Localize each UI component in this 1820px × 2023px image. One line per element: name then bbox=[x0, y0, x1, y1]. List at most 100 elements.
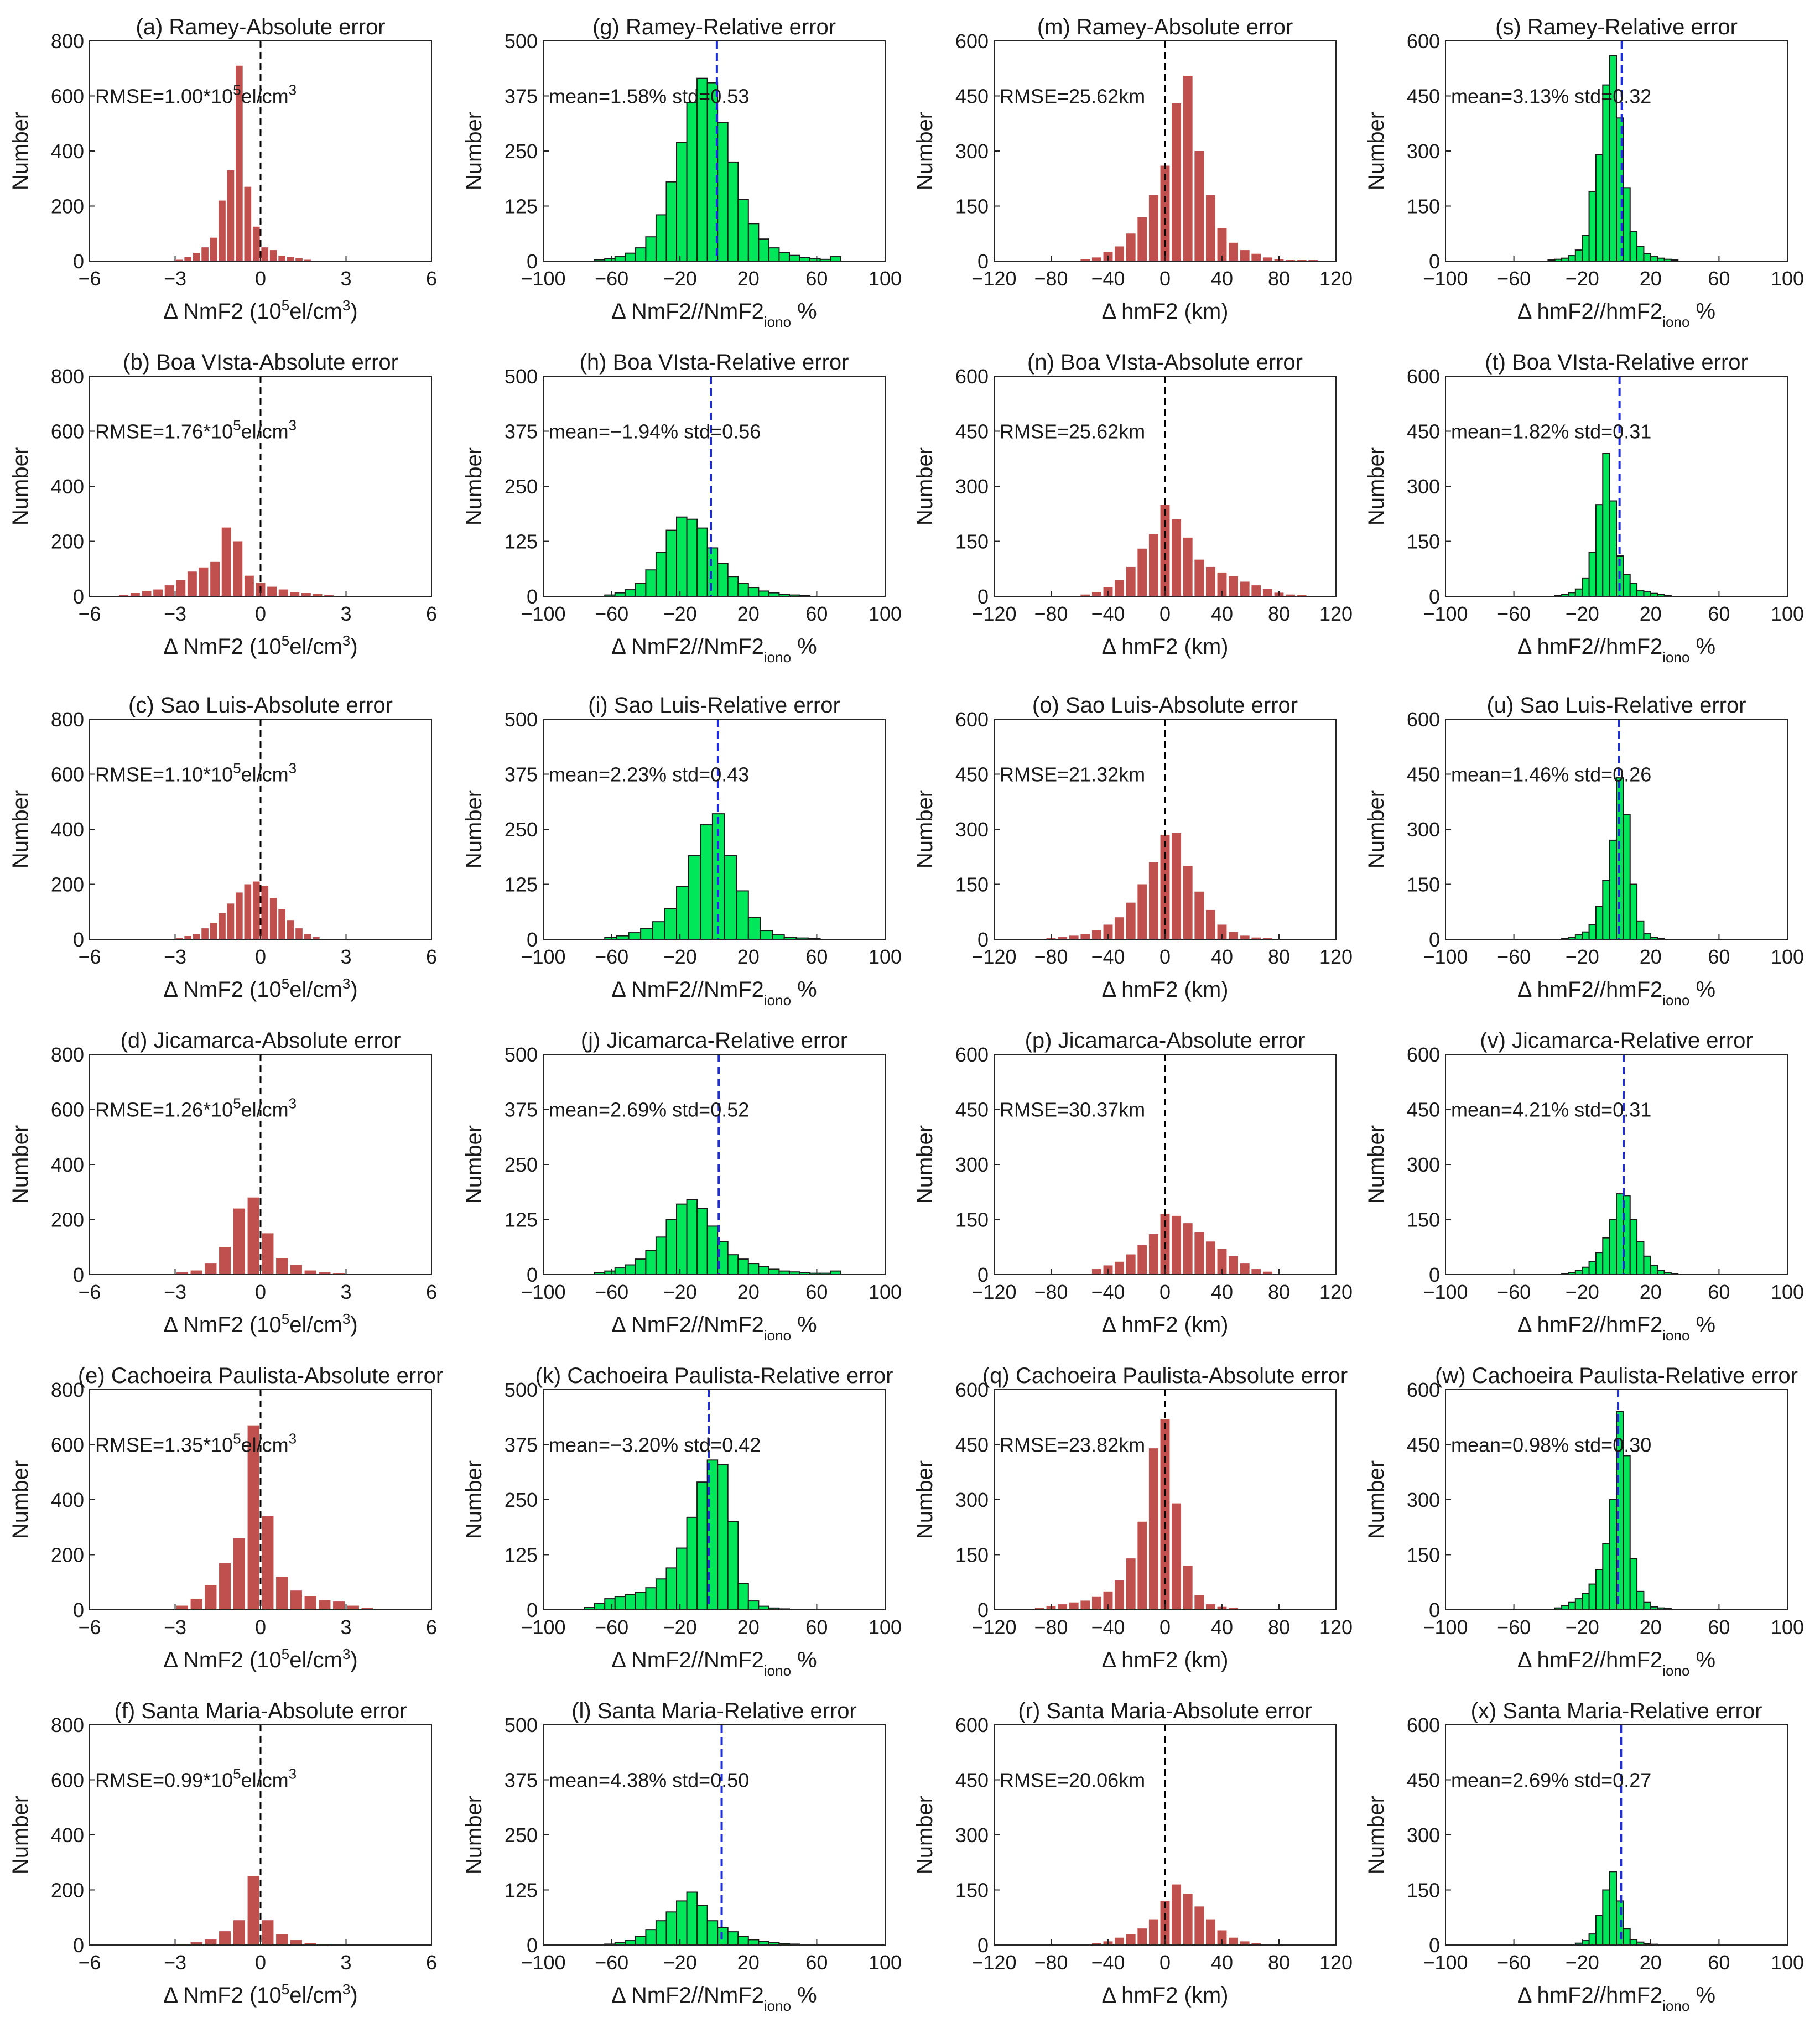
y-tick-label: 200 bbox=[51, 1544, 84, 1567]
y-tick-label: 200 bbox=[51, 531, 84, 553]
histogram-bar bbox=[1034, 1608, 1044, 1610]
histogram-bar bbox=[1623, 1928, 1631, 1946]
histogram-bar bbox=[199, 567, 209, 596]
histogram-bar bbox=[1595, 1915, 1604, 1946]
histogram-bar bbox=[1126, 902, 1136, 939]
chart-panel-r: −120 −80 −40 0 40 80 120 0 150 300 450 600 (r) Santa… bbox=[913, 1699, 1353, 2008]
histogram-bar bbox=[267, 586, 277, 596]
y-tick-label: 150 bbox=[955, 1209, 989, 1231]
chart-panel-o: −120 −80 −40 0 40 80 120 0 150 300 450 600 (o) Sao L… bbox=[913, 693, 1353, 1002]
histogram-bar bbox=[301, 593, 311, 596]
x-tick-label: −20 bbox=[663, 1281, 697, 1303]
histogram-bar bbox=[747, 917, 761, 940]
histogram-bar bbox=[1643, 591, 1651, 597]
y-tick-label: 300 bbox=[955, 140, 989, 163]
y-axis-label: Number bbox=[8, 1125, 33, 1204]
histogram-bar bbox=[221, 527, 231, 597]
y-tick-label: 300 bbox=[955, 475, 989, 498]
x-tick-label: 0 bbox=[1159, 1951, 1171, 1974]
histogram-bar bbox=[119, 595, 129, 596]
plot-frame bbox=[543, 1724, 886, 1946]
histogram-bar bbox=[1582, 1940, 1590, 1946]
y-tick-label: 800 bbox=[51, 708, 84, 731]
x-tick-label: −6 bbox=[78, 1616, 101, 1639]
histogram-bar bbox=[1194, 559, 1204, 596]
y-tick-label: 375 bbox=[505, 763, 538, 786]
histogram-bar bbox=[1229, 576, 1239, 596]
histogram-bar bbox=[1629, 1219, 1638, 1275]
histogram-bar bbox=[1091, 1943, 1101, 1945]
histogram-bar bbox=[1286, 594, 1296, 596]
y-axis-label: Number bbox=[1364, 790, 1389, 869]
x-axis-label: Δ hmF2//hmF2iono % bbox=[1517, 299, 1715, 330]
x-axis-label: Δ NmF2 (105el/cm3) bbox=[163, 1646, 357, 1672]
x-tick-label: −120 bbox=[971, 602, 1016, 625]
x-tick-label: 0 bbox=[255, 602, 266, 625]
histogram-bar bbox=[175, 259, 183, 261]
chart-panel-q: −120 −80 −40 0 40 80 120 0 150 300 450 600(q) Cacho… bbox=[913, 1364, 1353, 1672]
x-axis-label: Δ NmF2 (105el/cm3) bbox=[163, 297, 357, 324]
x-tick-label: −60 bbox=[595, 602, 628, 625]
y-tick-label: 800 bbox=[51, 30, 84, 53]
histogram-bar bbox=[304, 259, 311, 261]
x-tick-label: −40 bbox=[1091, 1951, 1125, 1974]
histogram-bar bbox=[737, 199, 749, 262]
histogram-bar bbox=[635, 583, 647, 597]
histogram-bar bbox=[1194, 151, 1204, 261]
histogram-bar bbox=[244, 884, 252, 939]
x-tick-label: 60 bbox=[1708, 1951, 1730, 1974]
histogram-bar bbox=[164, 585, 174, 596]
histogram-bar bbox=[1091, 1269, 1101, 1275]
histogram-bar bbox=[696, 1481, 708, 1610]
histogram-bar bbox=[1643, 1255, 1651, 1276]
x-tick-label: 80 bbox=[1268, 945, 1290, 968]
histogram-bar bbox=[304, 934, 311, 939]
histogram-bar bbox=[193, 934, 200, 939]
y-tick-label: 0 bbox=[73, 1599, 84, 1621]
chart-title: (v) Jicamarca-Relative error bbox=[1480, 1028, 1753, 1053]
histogram-bar bbox=[233, 1208, 245, 1275]
stat-annotation: mean=2.23% std=0.43 bbox=[549, 763, 749, 786]
y-tick-label: 500 bbox=[505, 1043, 538, 1066]
stat-annotation: mean=−3.20% std=0.42 bbox=[549, 1434, 761, 1457]
y-tick-label: 450 bbox=[1407, 1769, 1440, 1792]
stat-annotation: RMSE=20.06km bbox=[1000, 1769, 1145, 1792]
histogram-bar bbox=[625, 589, 636, 597]
y-tick-label: 450 bbox=[955, 85, 989, 108]
histogram-bar bbox=[727, 1254, 739, 1275]
chart-panel-t: −100 −60 −20 20 60 100 0 150 300 450 600 (t) Boa VI… bbox=[1364, 350, 1804, 665]
histogram-bar bbox=[1650, 1265, 1658, 1275]
histogram-bar bbox=[1217, 924, 1227, 939]
y-tick-label: 800 bbox=[51, 1043, 84, 1066]
y-tick-label: 125 bbox=[505, 195, 538, 218]
histogram-bar bbox=[1251, 253, 1261, 261]
histogram-bar bbox=[1262, 257, 1272, 261]
histogram-bar bbox=[1194, 1906, 1204, 1945]
histogram-bar bbox=[1148, 534, 1158, 596]
chart-title: (m) Ramey-Absolute error bbox=[1037, 15, 1293, 39]
histogram-bar bbox=[747, 1600, 760, 1611]
x-tick-label: 20 bbox=[737, 1616, 760, 1639]
y-tick-label: 0 bbox=[977, 585, 989, 608]
histogram-bar bbox=[1229, 932, 1239, 939]
y-tick-label: 450 bbox=[1407, 420, 1440, 443]
histogram-bar bbox=[1229, 1256, 1239, 1275]
histogram-bar bbox=[201, 928, 209, 939]
y-tick-label: 400 bbox=[51, 1489, 84, 1511]
histogram-bar bbox=[1115, 917, 1125, 939]
histogram-bar bbox=[737, 1258, 749, 1275]
x-tick-label: 100 bbox=[1771, 945, 1804, 968]
histogram-bar bbox=[252, 226, 260, 261]
x-tick-label: −100 bbox=[1423, 267, 1468, 290]
x-tick-label: 20 bbox=[1640, 602, 1662, 625]
x-tick-label: −60 bbox=[1497, 1951, 1531, 1974]
x-tick-label: 0 bbox=[255, 1951, 266, 1974]
x-tick-label: −40 bbox=[1091, 1281, 1125, 1303]
histogram-bar bbox=[700, 824, 713, 940]
histogram-bar bbox=[1126, 1558, 1136, 1610]
y-tick-label: 600 bbox=[51, 763, 84, 786]
chart-title: (r) Santa Maria-Absolute error bbox=[1018, 1699, 1312, 1723]
y-tick-label: 400 bbox=[51, 140, 84, 163]
histogram-bar bbox=[1251, 585, 1261, 596]
histogram-bar bbox=[276, 1577, 288, 1610]
